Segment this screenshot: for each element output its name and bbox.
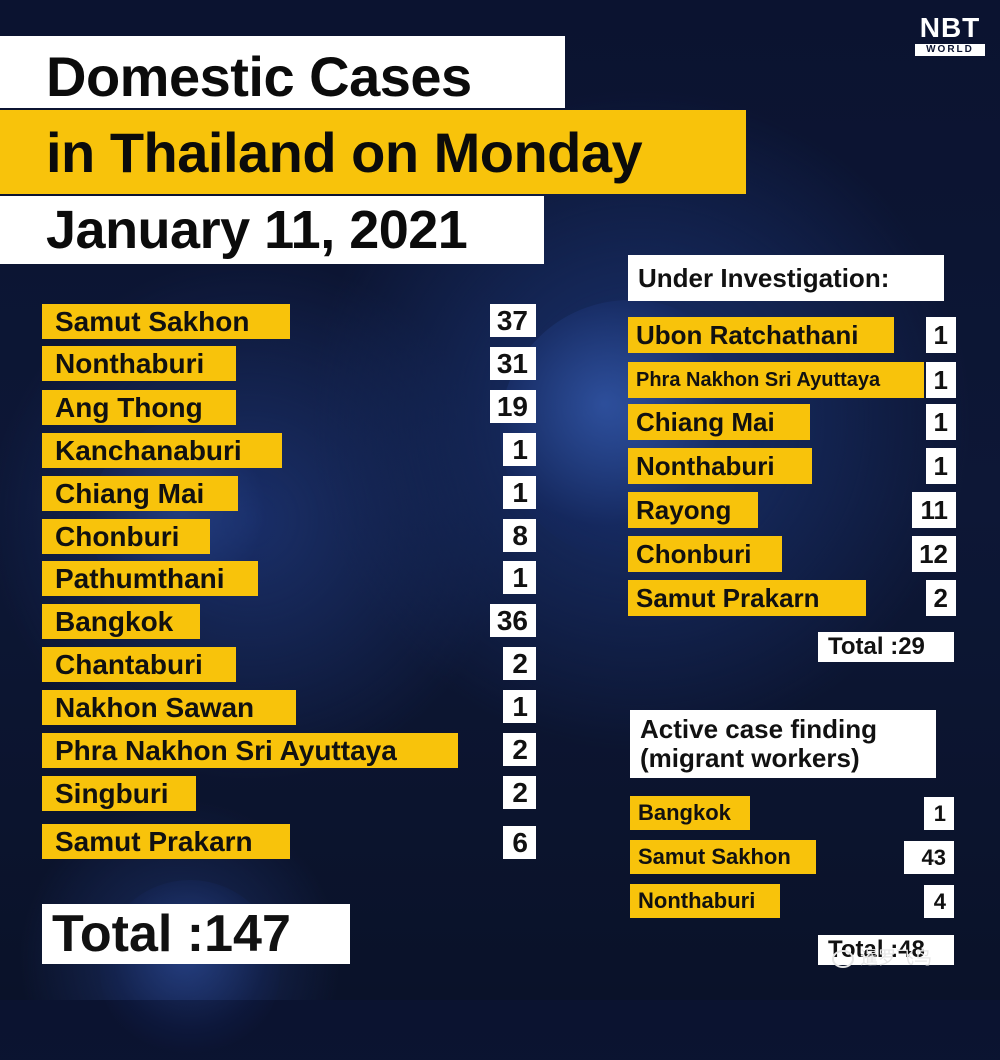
case-count: 36 bbox=[490, 604, 536, 637]
case-count: 1 bbox=[926, 448, 956, 484]
province-label: Chiang Mai bbox=[42, 476, 238, 511]
nbt-world-logo: NBT WORLD bbox=[912, 14, 988, 56]
case-count: 31 bbox=[490, 347, 536, 380]
case-count: 1 bbox=[503, 476, 536, 509]
province-label: Nonthaburi bbox=[42, 346, 236, 381]
province-label: Chonburi bbox=[42, 519, 210, 554]
title-line-2: in Thailand on Monday bbox=[0, 110, 746, 194]
active-case-finding-heading: Active case finding (migrant workers) bbox=[630, 710, 936, 778]
watermark-text: 暹罗飞鸟 bbox=[860, 948, 932, 968]
case-count: 2 bbox=[503, 776, 536, 809]
case-count: 19 bbox=[490, 390, 536, 423]
province-label: Singburi bbox=[42, 776, 196, 811]
case-count: 1 bbox=[926, 404, 956, 440]
province-label: Ubon Ratchathani bbox=[628, 317, 894, 353]
logo-subtext: WORLD bbox=[915, 44, 985, 56]
case-count: 2 bbox=[503, 647, 536, 680]
case-count: 11 bbox=[912, 492, 956, 528]
active-case-finding-title: Active case finding bbox=[640, 714, 877, 744]
province-label: Samut Sakhon bbox=[630, 840, 816, 874]
province-label: Samut Sakhon bbox=[42, 304, 290, 339]
case-count: 1 bbox=[924, 797, 954, 830]
logo-brand: NBT bbox=[919, 12, 981, 43]
province-label: Chantaburi bbox=[42, 647, 236, 682]
case-count: 1 bbox=[503, 690, 536, 723]
province-label: Bangkok bbox=[42, 604, 200, 639]
province-label: Kanchanaburi bbox=[42, 433, 282, 468]
province-label: Ang Thong bbox=[42, 390, 236, 425]
case-count: 12 bbox=[912, 536, 956, 572]
wechat-icon bbox=[832, 950, 854, 969]
title-line-1: Domestic Cases bbox=[0, 36, 565, 108]
active-case-finding-total: Total :48 bbox=[818, 935, 954, 965]
case-count: 1 bbox=[926, 362, 956, 398]
province-label: Samut Prakarn bbox=[42, 824, 290, 859]
case-count: 6 bbox=[503, 826, 536, 859]
case-count: 2 bbox=[503, 733, 536, 766]
province-label: Chiang Mai bbox=[628, 404, 810, 440]
title-date: January 11, 2021 bbox=[0, 196, 544, 264]
under-investigation-total: Total :29 bbox=[818, 632, 954, 662]
province-label: Phra Nakhon Sri Ayuttaya bbox=[628, 362, 924, 398]
province-label: Bangkok bbox=[630, 796, 750, 830]
case-count: 1 bbox=[926, 317, 956, 353]
under-investigation-heading: Under Investigation: bbox=[628, 255, 944, 301]
province-label: Nakhon Sawan bbox=[42, 690, 296, 725]
case-count: 43 bbox=[904, 841, 954, 874]
case-count: 2 bbox=[926, 580, 956, 616]
case-count: 1 bbox=[503, 433, 536, 466]
province-label: Pathumthani bbox=[42, 561, 258, 596]
case-count: 8 bbox=[503, 519, 536, 552]
province-label: Chonburi bbox=[628, 536, 782, 572]
case-count: 37 bbox=[490, 304, 536, 337]
domestic-total: Total :147 bbox=[42, 904, 350, 964]
active-case-finding-subtitle: (migrant workers) bbox=[640, 743, 860, 773]
case-count: 4 bbox=[924, 885, 954, 918]
province-label: Nonthaburi bbox=[628, 448, 812, 484]
province-label: Rayong bbox=[628, 492, 758, 528]
watermark: 暹罗飞鸟 bbox=[832, 944, 932, 970]
province-label: Nonthaburi bbox=[630, 884, 780, 918]
province-label: Phra Nakhon Sri Ayuttaya bbox=[42, 733, 458, 768]
province-label: Samut Prakarn bbox=[628, 580, 866, 616]
case-count: 1 bbox=[503, 561, 536, 594]
